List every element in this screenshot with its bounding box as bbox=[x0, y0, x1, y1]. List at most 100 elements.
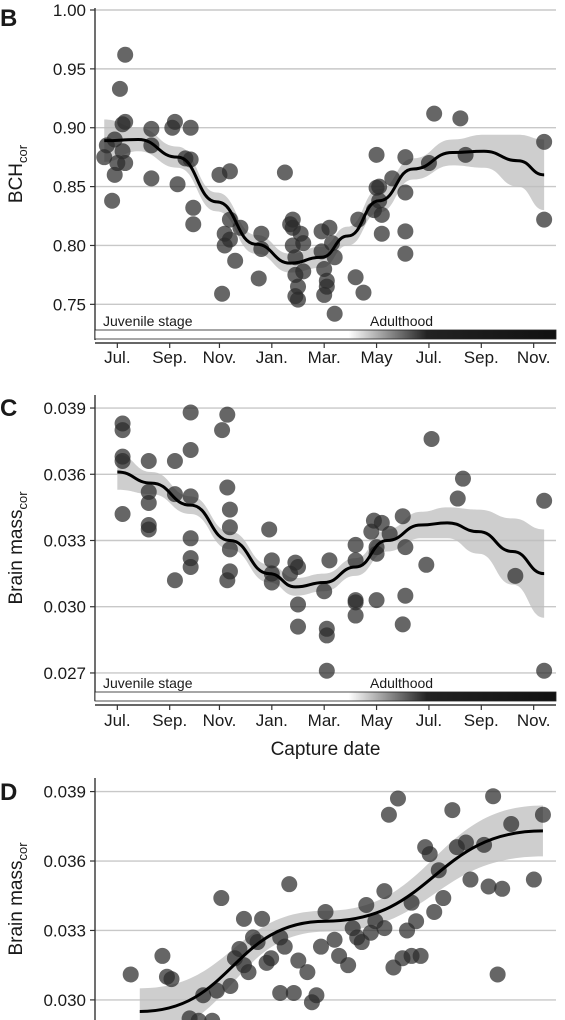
data-point bbox=[219, 479, 236, 496]
data-point bbox=[169, 176, 186, 193]
data-point bbox=[254, 910, 271, 927]
data-point bbox=[318, 278, 335, 295]
data-point bbox=[227, 252, 244, 269]
life-stage-bar bbox=[94, 691, 557, 702]
data-point bbox=[452, 110, 469, 127]
data-point bbox=[272, 984, 289, 1001]
stage-label-juvenile: Juvenile stage bbox=[103, 313, 193, 329]
data-point bbox=[308, 987, 325, 1004]
data-point bbox=[122, 966, 139, 983]
x-tick-label: Nov. bbox=[203, 348, 237, 367]
data-point bbox=[182, 404, 199, 421]
data-point bbox=[444, 802, 461, 819]
panel-c: C 0.039 0.036 0.033 0.030 0.027 Brain masscor J… bbox=[0, 395, 557, 760]
data-point bbox=[536, 492, 553, 509]
data-point bbox=[221, 541, 238, 558]
data-point bbox=[525, 871, 542, 888]
data-point bbox=[276, 938, 293, 955]
data-point bbox=[397, 223, 414, 240]
data-point bbox=[397, 587, 414, 604]
data-point bbox=[140, 494, 157, 511]
y-tick-label: 0.95 bbox=[53, 60, 86, 79]
data-point bbox=[221, 519, 238, 536]
data-point bbox=[166, 572, 183, 589]
data-point bbox=[221, 563, 238, 580]
data-point bbox=[182, 119, 199, 136]
x-tick-label: Sep. bbox=[464, 711, 499, 730]
data-point bbox=[326, 931, 343, 948]
data-point bbox=[140, 453, 157, 470]
data-point bbox=[489, 966, 506, 983]
data-point bbox=[140, 483, 157, 500]
data-point bbox=[423, 430, 440, 447]
data-point bbox=[290, 952, 307, 969]
data-point bbox=[185, 199, 202, 216]
data-point bbox=[285, 984, 302, 1001]
x-tick-label: Sep. bbox=[152, 348, 187, 367]
data-point bbox=[418, 556, 435, 573]
data-point bbox=[253, 225, 270, 242]
data-point bbox=[326, 305, 343, 322]
y-tick-label: 0.80 bbox=[53, 236, 86, 255]
data-point bbox=[340, 957, 357, 974]
y-tick-label: 0.90 bbox=[53, 119, 86, 138]
data-point bbox=[449, 490, 466, 507]
data-point bbox=[397, 245, 414, 262]
y-tick-label: 1.00 bbox=[53, 1, 86, 20]
stage-label-adult: Adulthood bbox=[370, 313, 433, 329]
data-point bbox=[534, 806, 551, 823]
data-point bbox=[290, 291, 307, 308]
data-point bbox=[312, 938, 329, 955]
data-point bbox=[412, 947, 429, 964]
data-point bbox=[295, 263, 312, 280]
data-point bbox=[221, 231, 238, 248]
y-axis-label-main: Brain mass bbox=[6, 510, 27, 605]
data-point bbox=[408, 913, 425, 930]
data-point bbox=[313, 223, 330, 240]
data-point bbox=[368, 592, 385, 609]
panel-letter: C bbox=[0, 395, 17, 422]
data-point bbox=[316, 583, 333, 600]
y-axis-label-sub: cor bbox=[15, 491, 30, 510]
data-point bbox=[494, 880, 511, 897]
x-tick-label: Jan. bbox=[256, 711, 288, 730]
data-point bbox=[276, 164, 293, 181]
data-point bbox=[263, 574, 280, 591]
x-tick-label: Nov. bbox=[203, 711, 237, 730]
data-point bbox=[347, 594, 364, 611]
data-point bbox=[208, 982, 225, 999]
y-tick-label: 0.033 bbox=[43, 921, 86, 940]
data-point bbox=[376, 883, 393, 900]
data-point bbox=[318, 662, 335, 679]
data-point bbox=[376, 920, 393, 937]
x-tick-label: Nov. bbox=[517, 711, 551, 730]
y-tick-label: 0.030 bbox=[43, 598, 86, 617]
y-tick-label: 0.039 bbox=[43, 783, 86, 802]
x-tick-label: Jul. bbox=[104, 711, 130, 730]
data-point bbox=[166, 113, 183, 130]
data-point bbox=[263, 950, 280, 967]
y-tick-label: 0.039 bbox=[43, 399, 86, 418]
data-point bbox=[263, 552, 280, 569]
data-point bbox=[221, 501, 238, 518]
panel-letter: B bbox=[0, 5, 17, 32]
data-point bbox=[290, 558, 307, 575]
y-axis-label: Brain masscor bbox=[6, 491, 30, 605]
data-point bbox=[213, 890, 230, 907]
data-point bbox=[321, 552, 338, 569]
y-axis-label-sub: cor bbox=[15, 842, 30, 861]
data-point bbox=[347, 536, 364, 553]
data-point bbox=[368, 146, 385, 163]
data-point bbox=[104, 192, 121, 209]
y-axis-label: Brain masscor bbox=[6, 842, 30, 956]
data-point bbox=[111, 80, 128, 97]
life-stage-bar bbox=[94, 329, 557, 340]
data-point bbox=[166, 453, 183, 470]
data-point bbox=[536, 211, 553, 228]
data-point bbox=[290, 596, 307, 613]
data-point bbox=[457, 146, 474, 163]
y-tick-label: 0.036 bbox=[43, 852, 86, 871]
data-point bbox=[462, 871, 479, 888]
data-point bbox=[195, 987, 212, 1004]
data-point bbox=[114, 143, 131, 160]
